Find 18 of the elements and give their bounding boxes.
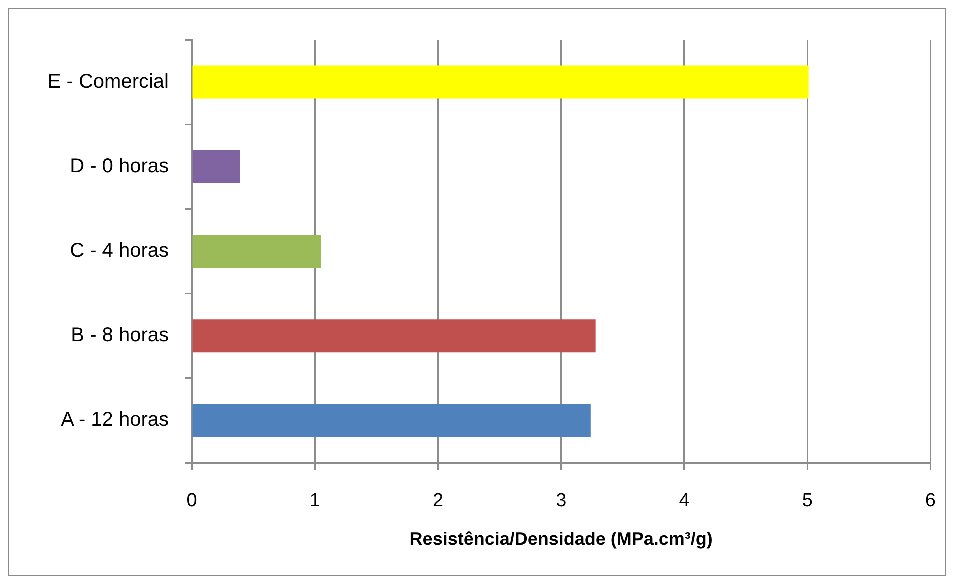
y-tick-label: E - Comercial [48,70,169,93]
x-tick-label: 5 [802,490,813,512]
y-tick-label: A - 12 horas [61,409,169,432]
bar [192,320,596,353]
y-tick-label: B - 8 horas [71,324,169,347]
x-tick-label: 3 [556,490,567,512]
x-tick-label: 2 [432,490,444,512]
bar [192,404,591,438]
y-tick-label: C - 4 horas [70,240,169,262]
x-tick-label: 6 [925,490,936,512]
bar [192,66,809,99]
y-tick-label: D - 0 horas [70,155,169,178]
x-tick-label: 1 [310,490,320,512]
x-tick-label: 4 [679,490,690,512]
bar [192,235,322,268]
bar [192,150,240,184]
x-tick-label: 0 [186,490,198,512]
x-axis-title: Resistência/Densidade (MPa.cm³/g) [410,529,713,550]
